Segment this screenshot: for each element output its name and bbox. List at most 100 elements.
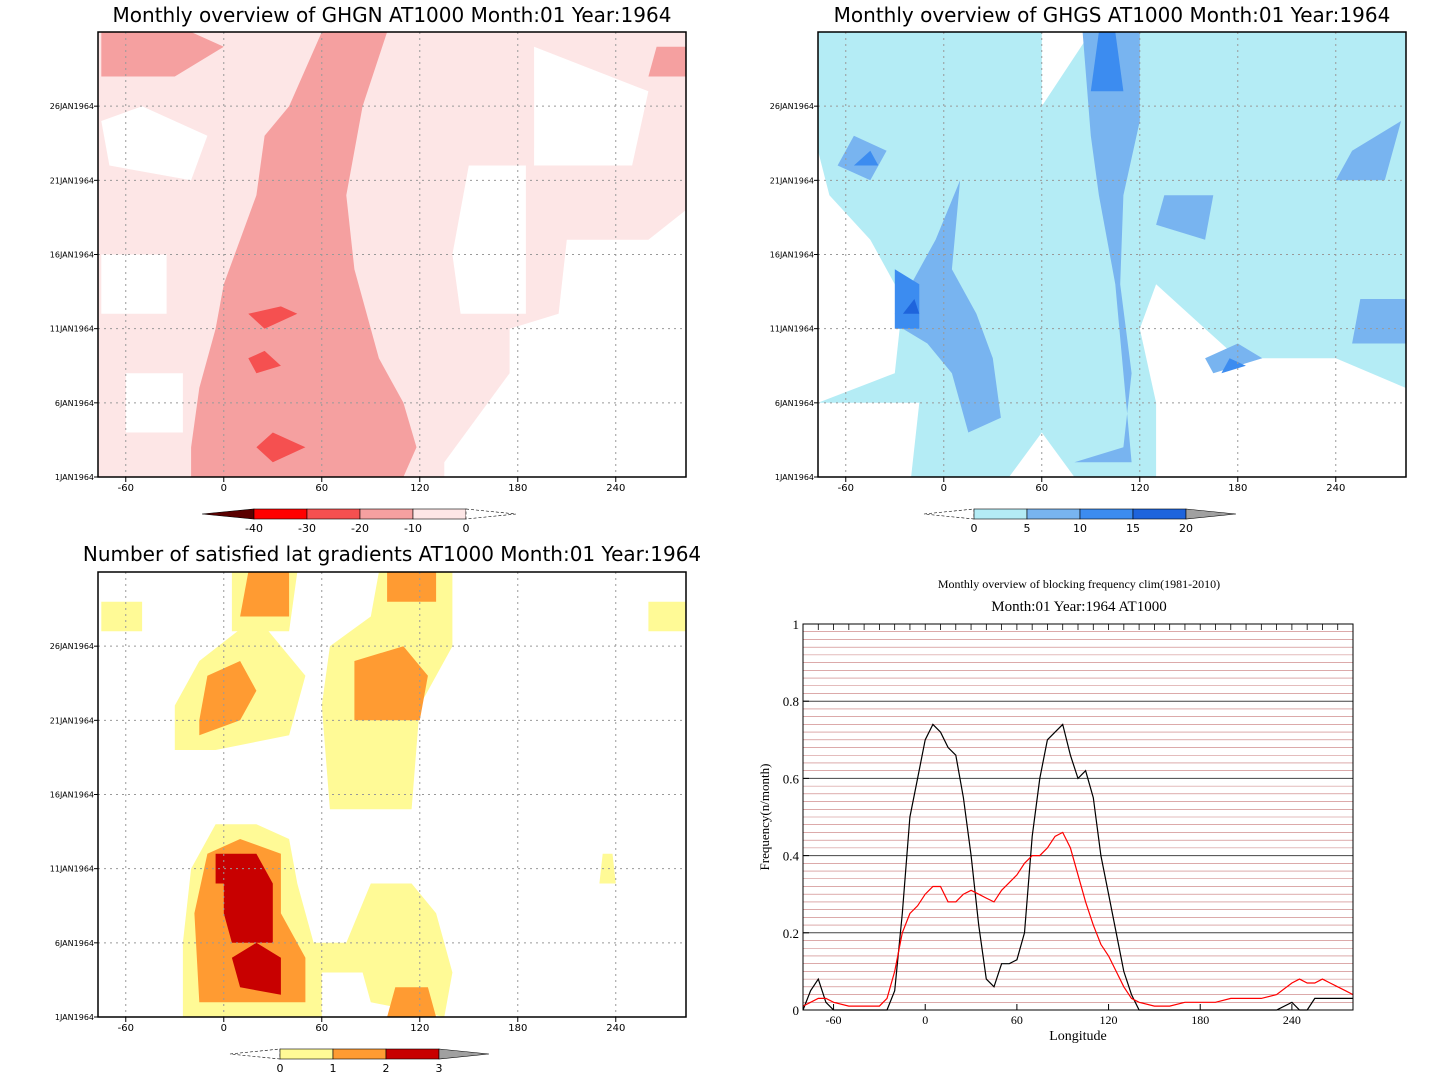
frequency-y-tick-label: 0 — [793, 1003, 800, 1018]
frequency-series — [802, 723, 1354, 1011]
lat-x-tick-label: 120 — [410, 1023, 429, 1034]
ghgs-colorbar-low-triangle — [923, 508, 975, 520]
frequency-y-tick-label: 0.2 — [783, 926, 799, 941]
frequency-subtitle: Month:01 Year:1964 AT1000 — [991, 599, 1166, 615]
ghgs-colorbar-swatch — [1079, 508, 1134, 520]
lat-x-tick-label: 0 — [221, 1023, 227, 1034]
ghgs-contour-region — [1090, 32, 1124, 92]
ghgn-colorbar-swatch — [412, 508, 467, 520]
ghgn-title: Monthly overview of GHGN AT1000 Month:01… — [113, 3, 672, 27]
frequency-series-black-line — [802, 723, 1353, 1011]
ghgs-contour-region — [902, 299, 920, 314]
ghgn-contour-region — [248, 350, 281, 374]
ghgs-gridlines — [818, 32, 1406, 478]
ghgn-x-tick-label: 180 — [508, 483, 527, 494]
ghgn-contour-region — [256, 432, 306, 463]
lat-contour-region — [101, 601, 143, 632]
ghgn-colorbar-swatch — [306, 508, 361, 520]
lat-colorbar-label: 0 — [277, 1062, 284, 1075]
lat-colorbar-high-triangle — [438, 1048, 490, 1060]
ghgs-colorbar-label: 15 — [1126, 522, 1140, 535]
frequency-y-tick-label: 1 — [793, 617, 800, 632]
frequency-y-tick-label: 0.6 — [783, 771, 800, 786]
lat-contour-region — [387, 572, 437, 602]
lat-y-tick-label: 11JAN1964 — [50, 865, 94, 874]
lat-y-tick-label: 26JAN1964 — [50, 642, 94, 651]
frequency-x-tick-label: 60 — [1011, 1013, 1023, 1027]
lat-x-tick-label: 60 — [315, 1023, 328, 1034]
ghgs-y-tick-label: 11JAN1964 — [770, 325, 814, 334]
ghgs-colorbar: 0 5 10 15 20 — [923, 508, 1237, 535]
ghgn-y-tick-label: 26JAN1964 — [50, 102, 94, 111]
frequency-series-red-line — [802, 831, 1354, 1007]
ghgn-zero-region — [452, 165, 526, 314]
ghgs-contour-region — [894, 269, 920, 329]
ghgn-zero-region — [101, 254, 167, 314]
ghgs-axes: -60 0 60 120 180 240 1JAN1964 6JAN1964 11JAN1964… — [770, 102, 1346, 494]
lat-gradients-axes: -60 0 60 120 180 240 1JAN1964 6JAN1964 11JAN1964… — [50, 642, 626, 1034]
ghgs-contour-region — [837, 135, 887, 181]
lat-colorbar-label: 2 — [383, 1062, 390, 1075]
ghgs-panel: Monthly overview of GHGS AT1000 Month:01… — [770, 3, 1407, 535]
ghgs-contour-region — [1074, 32, 1140, 463]
ghgn-colorbar-label: 0 — [463, 522, 470, 535]
ghgs-colorbar-label: 0 — [971, 522, 978, 535]
ghgn-colorbar-swatch — [359, 508, 414, 520]
ghgn-x-tick-label: -60 — [118, 483, 134, 494]
lat-x-tick-label: -60 — [118, 1023, 134, 1034]
ghgn-y-tick-label: 1JAN1964 — [55, 473, 94, 482]
frequency-x-tick-label: 0 — [922, 1013, 928, 1027]
ghgs-contour-region — [1205, 343, 1263, 374]
lat-y-tick-label: 1JAN1964 — [55, 1013, 94, 1022]
ghgs-contour-region — [1156, 195, 1214, 240]
ghgn-y-tick-label: 21JAN1964 — [50, 176, 94, 185]
frequency-y-tick-label: 0.4 — [783, 849, 800, 864]
ghgn-zero-region — [509, 284, 686, 477]
ghgs-colorbar-high-triangle — [1185, 508, 1237, 520]
frequency-title: Monthly overview of blocking frequency c… — [938, 577, 1220, 591]
frequency-xlabel: Longitude — [1049, 1029, 1107, 1044]
ghgs-y-tick-label: 6JAN1964 — [775, 399, 814, 408]
ghgs-x-tick-label: 60 — [1035, 483, 1048, 494]
ghgs-contour-region — [1221, 358, 1246, 374]
lat-colorbar-label: 1 — [330, 1062, 337, 1075]
lat-colorbar-low-triangle — [229, 1048, 281, 1060]
frequency-y-tick-label: 0.8 — [783, 694, 799, 709]
ghgs-colorbar-label: 20 — [1179, 522, 1193, 535]
ghgn-contour-region — [648, 46, 686, 77]
lat-y-tick-label: 21JAN1964 — [50, 716, 94, 725]
ghgn-colorbar-label: -40 — [245, 522, 263, 535]
ghgs-x-tick-label: -60 — [838, 483, 854, 494]
ghgs-x-tick-label: 0 — [941, 483, 947, 494]
frequency-axes: -60 0 60 120 180 240 0 0.2 0.4 0.6 0.8 1 — [783, 617, 1301, 1027]
ghgn-contour-region — [101, 32, 224, 77]
lat-contour-region — [648, 601, 686, 632]
lat-x-tick-label: 180 — [508, 1023, 527, 1034]
ghgs-x-tick-label: 180 — [1228, 483, 1247, 494]
frequency-x-tick-label: 120 — [1100, 1013, 1118, 1027]
ghgs-colorbar-label: 5 — [1024, 522, 1031, 535]
ghgs-contour-region — [853, 150, 879, 166]
ghgn-colorbar: -40 -30 -20 -10 0 — [201, 508, 517, 535]
frequency-x-tick-label: -60 — [826, 1013, 842, 1027]
ghgn-colorbar-label: -10 — [404, 522, 422, 535]
ghgn-colorbar-high-triangle — [465, 508, 517, 520]
ghgs-colorbar-swatch — [1026, 508, 1081, 520]
ghgn-axes: -60 0 60 120 180 240 1JAN1964 6JAN1964 11JAN1964… — [50, 102, 626, 494]
ghgs-contour-region — [1352, 299, 1406, 344]
ghgs-x-tick-label: 120 — [1130, 483, 1149, 494]
ghgn-colorbar-label: -30 — [298, 522, 316, 535]
ghgn-colorbar-low-triangle — [201, 508, 255, 520]
frequency-x-tick-label: 180 — [1191, 1013, 1209, 1027]
ghgs-contour-region — [1335, 121, 1402, 181]
ghgs-contour-region — [894, 180, 1001, 433]
ghgs-y-tick-label: 26JAN1964 — [770, 102, 814, 111]
ghgn-zero-region — [125, 373, 183, 433]
lat-gradients-colorbar: 0 1 2 3 — [229, 1048, 490, 1075]
lat-contour-region — [387, 987, 437, 1017]
ghgs-y-tick-label: 21JAN1964 — [770, 176, 814, 185]
ghgn-zero-region — [101, 106, 208, 181]
ghgn-x-tick-label: 60 — [315, 483, 328, 494]
lat-contour-region — [599, 853, 616, 884]
